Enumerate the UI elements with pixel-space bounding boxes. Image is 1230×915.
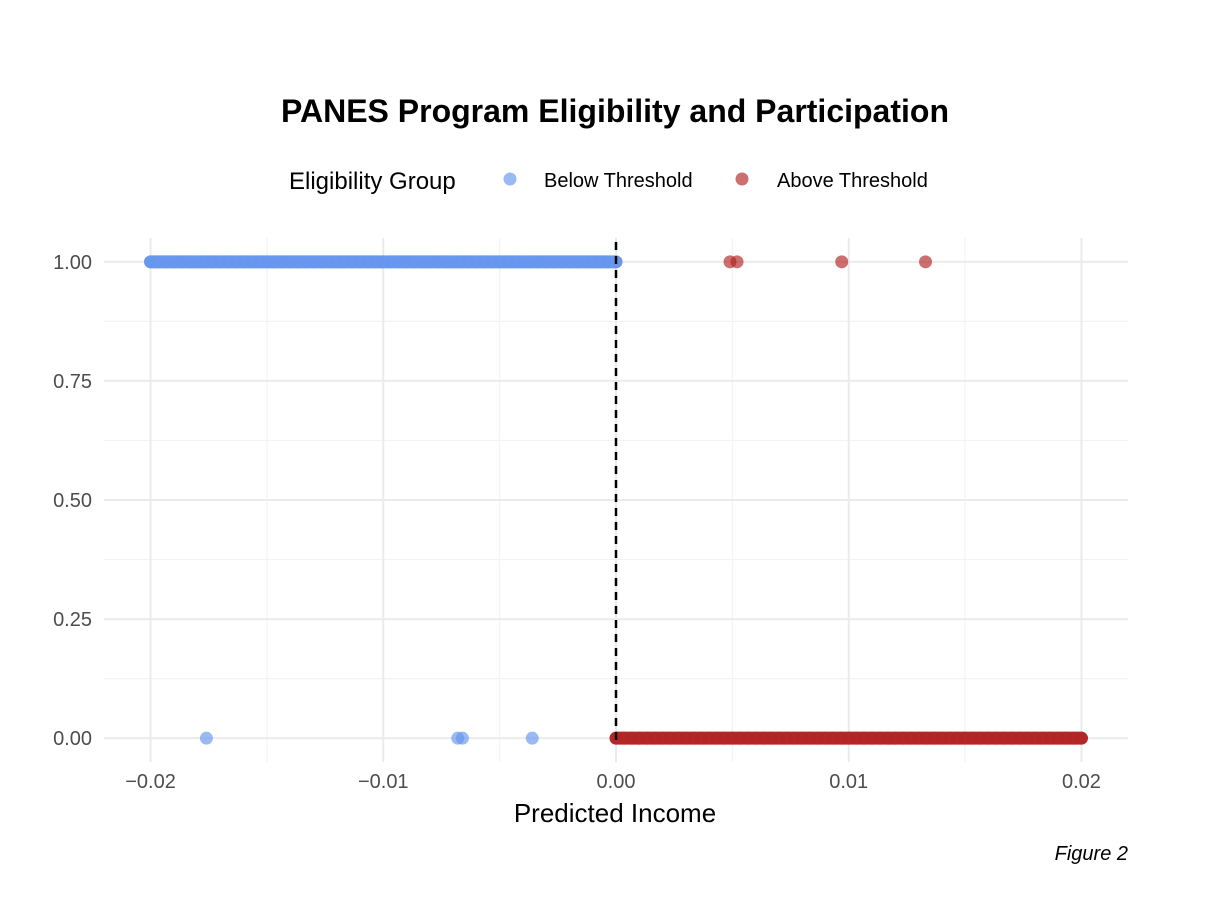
data-point: [199, 731, 213, 745]
legend-label-below-threshold: Below Threshold: [544, 170, 693, 192]
x-axis-tick-labels: −0.02 −0.01 0.00 0.01 0.02: [125, 771, 1101, 793]
x-tick-label: −0.02: [125, 771, 176, 793]
data-point: [919, 255, 933, 269]
x-tick-label: 0.02: [1062, 771, 1101, 793]
y-tick-label: 0.00: [53, 728, 92, 750]
x-tick-label: 0.01: [829, 771, 868, 793]
legend-label-above-threshold: Above Threshold: [777, 170, 928, 192]
y-tick-label: 1.00: [53, 252, 92, 274]
x-tick-label: 0.00: [597, 771, 636, 793]
legend-key-below-threshold: [503, 172, 517, 186]
data-point: [1074, 731, 1088, 745]
data-point: [835, 255, 849, 269]
legend-key-above-threshold: [735, 172, 749, 186]
x-tick-label: −0.01: [358, 771, 409, 793]
y-tick-label: 0.50: [53, 490, 92, 512]
chart-title: PANES Program Eligibility and Participat…: [281, 93, 949, 129]
y-tick-label: 0.25: [53, 609, 92, 631]
legend-title: Eligibility Group: [289, 168, 456, 195]
y-axis-tick-labels: 0.00 0.25 0.50 0.75 1.00: [53, 252, 92, 750]
y-tick-label: 0.75: [53, 371, 92, 393]
data-point: [730, 255, 744, 269]
figure-caption: Figure 2: [1055, 843, 1128, 865]
data-point: [525, 731, 539, 745]
data-point: [455, 731, 469, 745]
x-axis-title: Predicted Income: [514, 798, 716, 828]
legend: Eligibility Group Below Threshold Above …: [289, 168, 928, 195]
series-above-threshold: [609, 255, 1088, 745]
